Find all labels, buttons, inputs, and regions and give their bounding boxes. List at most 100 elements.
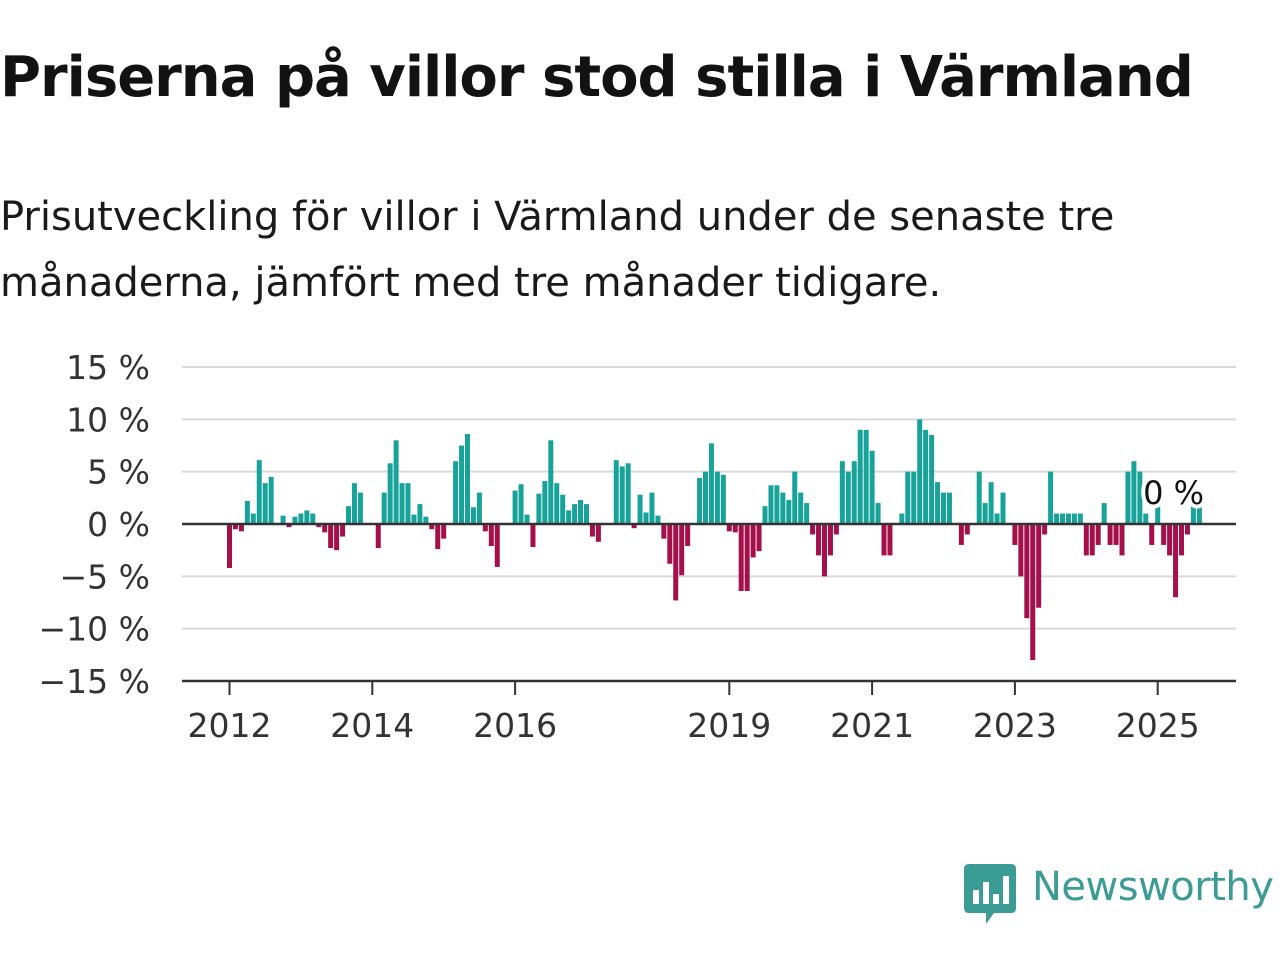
annotation-label: 0 % — [1143, 474, 1204, 512]
bar — [935, 482, 941, 524]
bar — [381, 492, 387, 524]
bar — [482, 524, 488, 532]
bar — [1000, 492, 1006, 524]
bar — [750, 524, 756, 558]
bar — [720, 474, 726, 524]
bar — [1065, 513, 1071, 524]
bar — [1071, 513, 1077, 524]
bar — [905, 471, 911, 524]
bar — [488, 524, 494, 546]
bar — [1101, 503, 1107, 524]
bar — [595, 524, 601, 542]
bar — [697, 477, 703, 524]
bar — [250, 513, 256, 524]
bar — [280, 515, 286, 524]
bar — [554, 483, 560, 524]
bar — [875, 503, 881, 524]
bar — [655, 515, 661, 524]
bar — [762, 506, 768, 524]
newsworthy-bar-chart-icon — [964, 864, 1016, 924]
bar — [441, 524, 447, 539]
bar — [1167, 524, 1173, 556]
bar — [334, 524, 340, 551]
bar — [946, 492, 952, 524]
y-tick-label: −5 % — [60, 557, 151, 596]
bar — [310, 513, 316, 524]
bar — [964, 524, 970, 535]
bar — [714, 471, 720, 524]
bar — [1089, 524, 1095, 556]
bar — [613, 460, 619, 524]
x-tick-label: 2019 — [687, 706, 771, 745]
bar — [917, 419, 923, 524]
bar — [941, 492, 946, 524]
bar — [530, 524, 536, 548]
bar — [566, 510, 572, 524]
bar — [982, 503, 988, 524]
bar — [1042, 524, 1048, 535]
bar — [899, 513, 905, 524]
bar — [708, 443, 714, 524]
bar — [1024, 524, 1030, 619]
bar — [256, 460, 262, 524]
bar — [792, 471, 798, 524]
bar — [643, 512, 649, 524]
y-tick-label: 0 % — [87, 505, 150, 544]
bar — [1083, 524, 1089, 556]
bar — [661, 524, 667, 539]
bar — [298, 513, 304, 524]
y-tick-label: 15 % — [66, 348, 150, 387]
bar — [465, 433, 470, 524]
bar — [827, 524, 833, 556]
bar — [1107, 524, 1113, 545]
bar — [1190, 506, 1196, 524]
bar — [1137, 471, 1143, 524]
bar — [1030, 524, 1036, 661]
bar — [881, 524, 887, 556]
bar — [542, 481, 548, 524]
bar — [732, 524, 738, 533]
bar — [405, 483, 411, 524]
bar — [1184, 524, 1190, 535]
bar — [459, 445, 465, 524]
bar — [667, 524, 673, 564]
y-axis-labels: 15 % 10 % 5 % 0 % −5 % −10 % −15 % — [39, 348, 151, 701]
bar — [346, 506, 351, 524]
annotation-halo: 0 % — [1143, 474, 1204, 512]
bar — [744, 524, 750, 591]
bar — [423, 516, 429, 524]
bar — [833, 524, 839, 535]
bar — [923, 429, 929, 524]
bar — [268, 476, 274, 524]
bar — [316, 524, 322, 528]
bar — [911, 471, 917, 524]
bar — [1119, 524, 1125, 556]
bar — [637, 494, 643, 524]
bar — [774, 485, 780, 524]
bar — [286, 524, 292, 528]
x-tick-label: 2016 — [473, 706, 557, 745]
x-tick-label: 2023 — [973, 706, 1057, 745]
bar — [411, 514, 417, 524]
bar — [518, 484, 524, 524]
bar — [340, 524, 346, 537]
bar — [1196, 503, 1202, 524]
bar — [393, 440, 399, 524]
bar — [869, 450, 875, 524]
bar — [625, 463, 631, 524]
bar — [375, 524, 381, 549]
bar — [958, 524, 964, 545]
bar — [512, 490, 518, 524]
bar — [780, 492, 786, 524]
brand-name: Newsworthy — [1032, 864, 1274, 910]
bar — [726, 524, 732, 532]
chart-area: 15 %10 %5 %0 %−5 %−10 %−15 % 2012 2014 201… — [39, 348, 1236, 745]
bar — [548, 440, 554, 524]
bar — [845, 471, 851, 524]
bar — [232, 524, 238, 530]
bar — [262, 483, 268, 524]
bar — [929, 435, 935, 524]
bar — [1060, 513, 1065, 524]
bar — [589, 524, 595, 537]
bar — [476, 492, 482, 524]
